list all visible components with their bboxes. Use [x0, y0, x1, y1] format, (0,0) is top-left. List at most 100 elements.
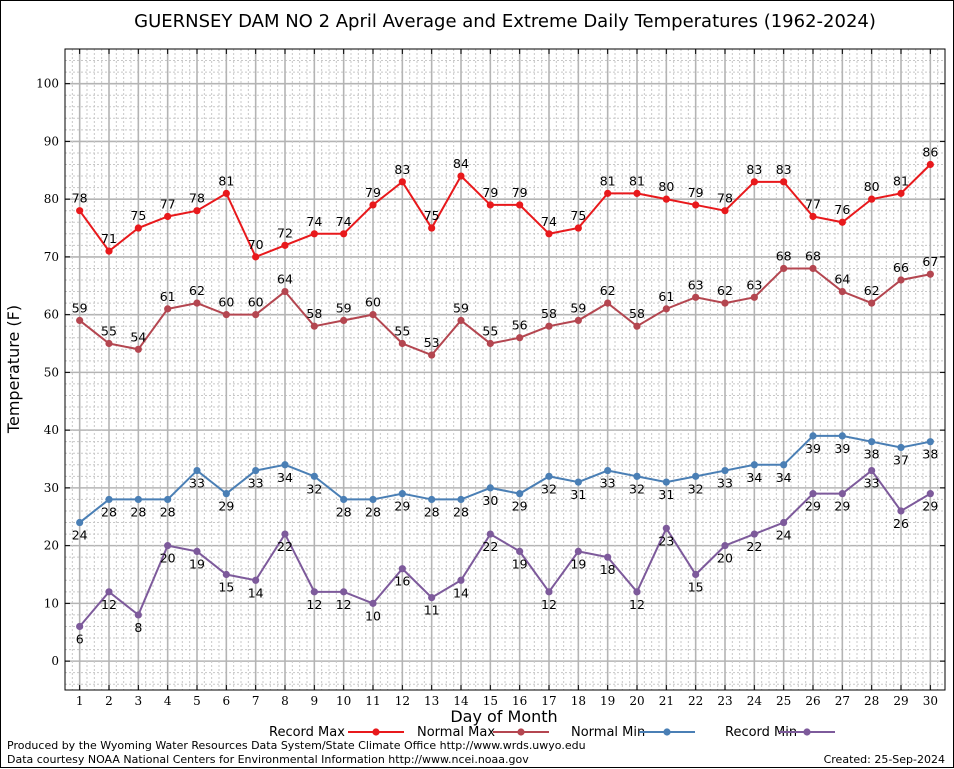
data-point-record-min — [252, 576, 260, 584]
data-label-normal-max: 58 — [306, 306, 322, 321]
data-point-record-max — [633, 189, 641, 197]
data-label-record-min: 19 — [512, 556, 528, 571]
data-point-normal-min — [310, 472, 318, 480]
data-point-normal-min — [897, 443, 905, 452]
series-record-max: 78 71 75 77 78 81 70 72 74 74 79 83 75 84 79 79 74 75 81 81… — [72, 144, 938, 261]
data-label-normal-max: 55 — [394, 324, 410, 339]
data-point-normal-max — [222, 311, 230, 319]
data-label-record-max: 74 — [541, 214, 557, 229]
data-point-normal-min — [252, 466, 260, 475]
data-label-record-max: 80 — [864, 179, 880, 194]
data-label-normal-min: 33 — [248, 476, 264, 491]
data-point-record-max — [486, 201, 494, 209]
data-label-record-max: 71 — [101, 231, 117, 246]
x-tick-label: 23 — [717, 694, 732, 708]
data-point-record-max — [604, 189, 612, 197]
series-record-min: 6 12 8 20 19 15 14 22 12 12 10 16 11 14 22 19 12 19 18 12 23… — [76, 466, 938, 646]
x-tick-label: 24 — [747, 694, 763, 708]
data-point-record-max — [545, 230, 553, 238]
data-point-record-min — [457, 576, 465, 584]
data-point-normal-max — [398, 339, 406, 348]
data-point-normal-max — [780, 264, 788, 273]
y-axis-label: Temperature (F) — [4, 305, 23, 434]
data-label-normal-max: 61 — [658, 289, 674, 304]
data-point-record-max — [721, 207, 729, 215]
data-label-record-max: 75 — [424, 208, 440, 223]
data-point-record-min — [369, 599, 377, 607]
data-point-record-min — [545, 588, 553, 596]
data-point-record-max — [340, 230, 348, 238]
data-point-normal-max — [545, 322, 553, 330]
chart-title: GUERNSEY DAM NO 2 April Average and Extr… — [134, 11, 876, 32]
data-point-normal-min — [926, 438, 934, 446]
data-point-record-max — [281, 241, 289, 249]
x-tick-label: 17 — [541, 694, 556, 708]
data-label-record-min: 14 — [248, 585, 264, 600]
data-label-record-min: 15 — [218, 580, 234, 595]
data-label-record-max: 83 — [776, 162, 792, 177]
data-label-normal-max: 64 — [277, 272, 293, 287]
data-label-record-min: 12 — [306, 597, 322, 612]
data-label-record-min: 29 — [922, 499, 938, 514]
data-point-normal-max — [281, 287, 289, 296]
data-label-normal-min: 31 — [658, 487, 674, 502]
data-label-record-max: 78 — [189, 191, 205, 206]
data-label-normal-min: 32 — [688, 481, 704, 496]
x-tick-label: 13 — [424, 694, 439, 708]
data-label-normal-min: 31 — [570, 487, 586, 502]
legend-swatch-marker — [517, 728, 525, 736]
legend: Record Max Normal Max Normal Min Record Min — [269, 725, 835, 740]
data-label-record-min: 12 — [541, 597, 557, 612]
data-point-record-max — [134, 224, 142, 232]
plot-area — [64, 48, 946, 691]
data-point-normal-min — [340, 495, 348, 504]
data-point-normal-min — [369, 495, 377, 504]
data-label-record-max: 78 — [717, 191, 733, 206]
data-label-record-max: 81 — [600, 173, 616, 188]
data-label-record-max: 81 — [893, 173, 909, 188]
data-label-record-min: 18 — [600, 562, 616, 577]
data-label-normal-min: 38 — [864, 447, 880, 462]
data-label-record-max: 86 — [922, 144, 938, 159]
data-point-normal-max — [721, 299, 729, 307]
data-point-record-min — [809, 490, 817, 498]
data-label-normal-min: 33 — [189, 476, 205, 491]
data-label-record-min: 22 — [277, 539, 293, 554]
data-label-record-min: 29 — [805, 499, 821, 514]
data-point-record-max — [428, 224, 436, 232]
x-tick-label: 30 — [923, 694, 938, 708]
y-tick-label: 80 — [44, 192, 59, 206]
data-point-normal-min — [516, 490, 524, 498]
x-tick-label: 2 — [105, 694, 113, 708]
data-label-normal-max: 63 — [688, 277, 704, 292]
x-tick-label: 18 — [571, 694, 586, 708]
data-label-normal-min: 28 — [453, 504, 469, 519]
data-label-record-min: 12 — [101, 597, 117, 612]
data-label-normal-min: 28 — [365, 504, 381, 519]
data-label-record-min: 10 — [365, 608, 381, 623]
data-point-normal-max — [164, 305, 172, 313]
data-point-record-max — [193, 207, 201, 215]
data-point-record-min — [340, 588, 348, 596]
data-point-normal-max — [369, 311, 377, 319]
data-point-record-min — [750, 530, 758, 538]
data-label-normal-max: 55 — [482, 324, 498, 339]
x-tick-label: 15 — [483, 694, 498, 708]
data-label-record-min: 33 — [864, 476, 880, 491]
data-point-normal-max — [310, 322, 318, 330]
data-label-normal-max: 62 — [864, 283, 880, 298]
data-label-record-max: 79 — [512, 185, 528, 200]
data-label-record-max: 75 — [130, 208, 146, 223]
x-tick-label: 6 — [223, 694, 231, 708]
data-point-normal-max — [692, 293, 700, 301]
data-label-record-max: 76 — [834, 202, 850, 217]
data-point-record-max — [105, 247, 113, 255]
data-point-record-min — [662, 524, 670, 532]
data-point-record-max — [662, 195, 670, 203]
data-point-record-min — [193, 547, 201, 556]
data-point-normal-min — [105, 495, 113, 504]
y-tick-label: 90 — [44, 134, 59, 148]
series-line-record-max — [78, 163, 932, 259]
data-point-normal-max — [868, 299, 876, 307]
x-tick-label: 10 — [336, 694, 351, 708]
